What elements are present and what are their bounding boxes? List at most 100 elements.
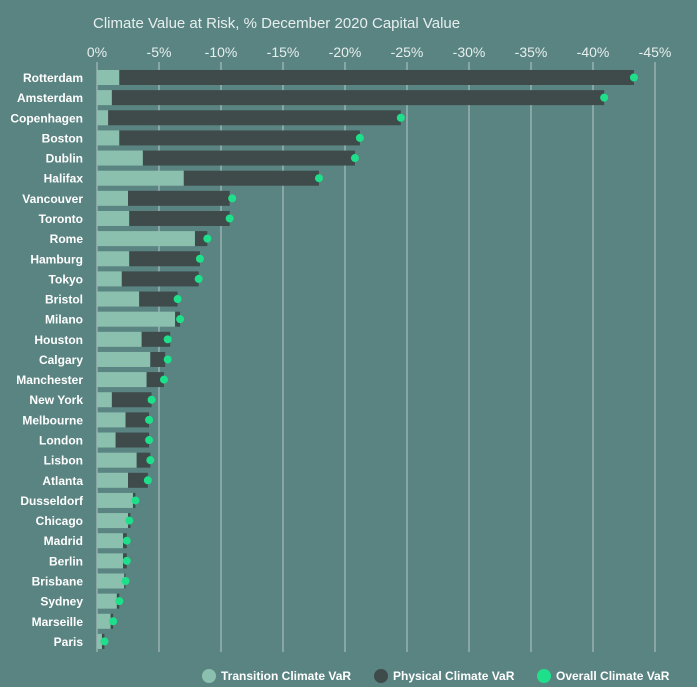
dot-overall <box>100 637 109 646</box>
bar-physical <box>111 392 152 408</box>
x-tick-label: -45% <box>639 44 672 60</box>
bar-transition <box>97 70 120 85</box>
category-label: Milano <box>45 313 83 327</box>
bar-physical <box>128 472 148 488</box>
bar-transition <box>97 573 125 589</box>
dot-overall <box>143 476 152 485</box>
dot-overall <box>121 577 130 585</box>
bar-transition <box>97 271 122 287</box>
legend-swatch <box>537 669 551 683</box>
category-label: Sydney <box>40 595 83 609</box>
category-label: Toronto <box>39 212 83 226</box>
bar-physical <box>142 150 355 166</box>
x-tick-label: 0% <box>87 44 107 60</box>
dot-overall <box>145 436 154 445</box>
legend-label: Overall Climate VaR <box>556 669 670 683</box>
x-tick-label: -30% <box>453 44 486 60</box>
legend-swatch <box>374 669 388 683</box>
x-tick-label: -35% <box>515 44 548 60</box>
category-label: Melbourne <box>22 413 83 427</box>
category-label: London <box>39 434 83 448</box>
bar-transition <box>97 170 184 186</box>
dot-overall <box>146 456 155 465</box>
dot-overall <box>163 335 172 344</box>
grid-layer <box>96 62 656 652</box>
chart-title: Climate Value at Risk, % December 2020 C… <box>93 15 460 32</box>
bar-transition <box>97 633 102 649</box>
bar-physical <box>150 351 166 367</box>
bar-physical <box>146 372 164 388</box>
category-label: Chicago <box>36 514 83 528</box>
category-label: Brisbane <box>32 575 84 589</box>
bar-transition <box>97 351 151 367</box>
dot-overall <box>396 113 405 122</box>
bar-transition <box>97 210 130 226</box>
category-label: Calgary <box>39 353 83 367</box>
dot-overall <box>600 93 609 102</box>
bar-transition <box>97 331 142 347</box>
category-label: Dublin <box>46 152 83 166</box>
bar-transition <box>97 492 133 508</box>
bar-physical <box>119 70 634 85</box>
bar-transition <box>97 392 112 408</box>
bar-transition <box>97 311 176 327</box>
bar-transition <box>97 513 128 529</box>
bar-transition <box>97 110 109 126</box>
bar-physical <box>139 291 178 307</box>
category-label: Copenhagen <box>10 111 83 125</box>
category-label: Bristol <box>45 293 83 307</box>
bar-transition <box>97 412 126 428</box>
bar-transition <box>97 90 112 106</box>
dot-overall <box>629 73 638 82</box>
bar-transition <box>97 251 130 267</box>
bar-physical <box>141 331 171 347</box>
bar-physical <box>108 110 401 126</box>
bar-physical <box>194 231 208 247</box>
bar-transition <box>97 472 128 488</box>
category-label: Hamburg <box>30 252 83 266</box>
dot-overall <box>145 415 154 424</box>
dot-overall <box>109 617 118 626</box>
bars <box>97 70 638 649</box>
category-label: Rome <box>50 232 84 246</box>
category-label: Vancouver <box>22 192 83 206</box>
x-tick-label: -10% <box>205 44 238 60</box>
legend-label: Transition Climate VaR <box>221 669 351 683</box>
x-tick-label: -5% <box>147 44 172 60</box>
bar-physical <box>183 170 319 186</box>
dot-overall <box>350 154 359 163</box>
x-tick-label: -15% <box>267 44 300 60</box>
dot-overall <box>195 254 204 263</box>
bar-physical <box>111 90 605 106</box>
bar-physical <box>115 432 150 448</box>
bar-transition <box>97 553 124 569</box>
category-label: Halifax <box>44 172 84 186</box>
category-label: Berlin <box>49 554 83 568</box>
legend: Transition Climate VaR Physical Climate V… <box>202 669 670 683</box>
x-tick-label: -20% <box>329 44 362 60</box>
category-label: Boston <box>42 131 83 145</box>
bar-transition <box>97 533 124 549</box>
dot-overall <box>147 395 156 404</box>
bar-physical <box>128 190 230 206</box>
dot-overall <box>173 295 182 304</box>
dot-overall <box>225 214 234 223</box>
bar-transition <box>97 291 140 307</box>
bar-transition <box>97 613 111 629</box>
bar-physical <box>119 130 360 146</box>
dot-overall <box>122 556 131 565</box>
category-label: Manchester <box>16 373 83 387</box>
bar-physical <box>129 210 230 226</box>
dot-overall <box>194 274 203 283</box>
x-tick-label: -40% <box>577 44 610 60</box>
bar-transition <box>97 432 116 448</box>
bar-physical <box>125 412 150 428</box>
category-label: Amsterdam <box>17 91 83 105</box>
dot-overall <box>176 315 185 324</box>
category-label: Tokyo <box>49 272 83 286</box>
category-label: Dusseldorf <box>20 494 84 508</box>
bar-physical <box>129 251 200 267</box>
bar-transition <box>97 190 128 206</box>
category-label: Madrid <box>44 534 83 548</box>
